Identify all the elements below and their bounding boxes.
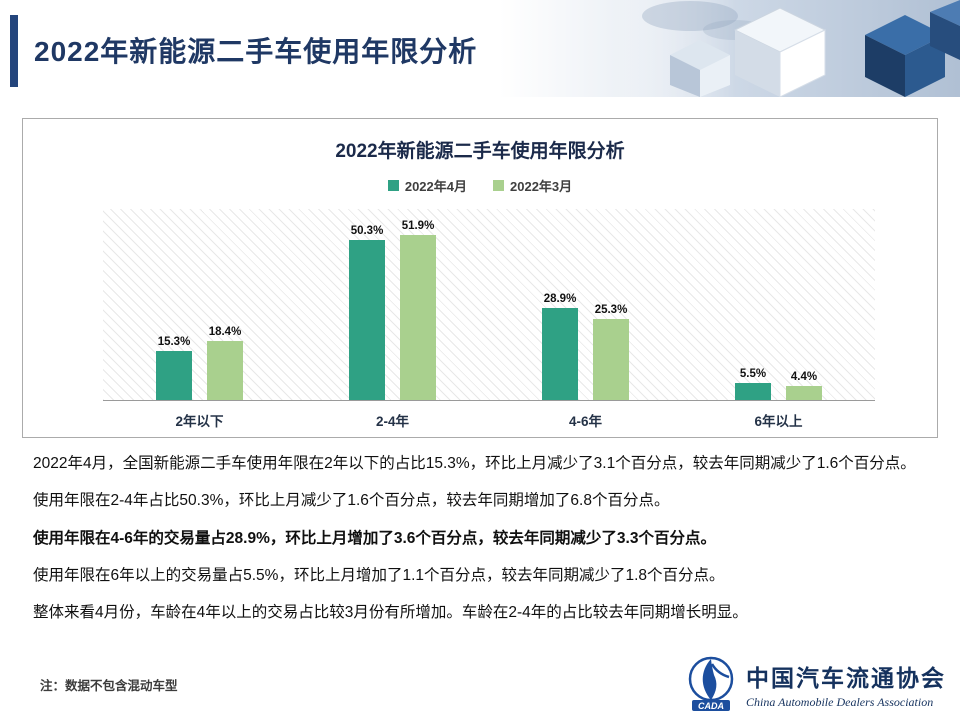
x-axis-labels: 2年以下 2-4年 4-6年 6年以上 xyxy=(103,401,875,430)
bar xyxy=(542,308,578,400)
bar xyxy=(349,239,385,400)
x-axis-label: 6年以上 xyxy=(754,414,803,429)
logo-name-en: China Automobile Dealers Association xyxy=(746,694,934,709)
bar-value-label: 51.9% xyxy=(401,219,435,232)
bar xyxy=(786,386,822,400)
bar-wrap: 4.4% xyxy=(786,209,822,400)
bar-wrap: 28.9% xyxy=(542,209,578,400)
bar-group: 5.5% 4.4% xyxy=(735,209,822,400)
analysis-paragraph: 2022年4月，全国新能源二手车使用年限在2年以下的占比15.3%，环比上月减少… xyxy=(33,455,916,472)
cada-logo-text: 中国汽车流通协会 China Automobile Dealers Associ… xyxy=(746,659,946,710)
logo-name-cn: 中国汽车流通协会 xyxy=(746,665,946,691)
legend-label: 2022年4月 xyxy=(404,179,467,194)
chart-plot-area: 15.3% 18.4% 50.3% 51.9% 28.9% 25.3% 5.5% 4.4% xyxy=(103,209,875,401)
bar xyxy=(593,319,629,400)
bar-group: 15.3% 18.4% xyxy=(156,209,243,400)
bar-wrap: 15.3% xyxy=(156,209,192,400)
header-cubes-art xyxy=(615,0,960,98)
chart-panel: 2022年新能源二手车使用年限分析 2022年4月 2022年3月 15.3% 18… xyxy=(22,118,938,438)
bar xyxy=(735,382,771,400)
cada-logo: CADA 中国汽车流通协会 China Automobile Dealers A… xyxy=(685,656,946,712)
legend-item: 2022年4月 xyxy=(387,176,467,195)
footnote: 注：数据不包含混动车型 xyxy=(40,679,178,693)
chart-legend: 2022年4月 2022年3月 xyxy=(23,176,937,195)
page-title: 2022年新能源二手车使用年限分析 xyxy=(34,36,478,67)
bar-value-label: 15.3% xyxy=(157,336,191,349)
legend-label: 2022年3月 xyxy=(510,179,573,194)
chart-title: 2022年新能源二手车使用年限分析 xyxy=(335,141,625,162)
x-axis-label: 2年以下 xyxy=(175,414,224,429)
analysis-paragraph: 使用年限在6年以上的交易量占5.5%，环比上月增加了1.1个百分点，较去年同期减… xyxy=(33,566,725,584)
bar-wrap: 5.5% xyxy=(735,209,771,400)
bar-value-label: 50.3% xyxy=(350,224,384,237)
legend-swatch xyxy=(493,180,504,191)
analysis-paragraph: 整体来看4月份，车龄在4年以上的交易占比较3月份有所增加。车龄在2-4年的占比较… xyxy=(33,604,748,621)
x-axis-label: 4-6年 xyxy=(568,414,602,429)
bar-value-label: 18.4% xyxy=(208,326,242,339)
bar-group: 50.3% 51.9% xyxy=(349,209,436,400)
bar-wrap: 51.9% xyxy=(400,209,436,400)
x-axis-label: 2-4年 xyxy=(375,414,409,429)
bar-value-label: 4.4% xyxy=(790,371,818,383)
header-accent-bar xyxy=(10,15,18,87)
bar xyxy=(156,351,192,400)
bar-value-label: 25.3% xyxy=(594,304,628,317)
analysis-text: 2022年4月，全国新能源二手车使用年限在2年以下的占比15.3%，环比上月减少… xyxy=(33,452,929,638)
bar-wrap: 25.3% xyxy=(593,209,629,400)
legend-swatch xyxy=(387,180,399,191)
cada-acronym: CADA xyxy=(698,701,724,711)
bar-value-label: 5.5% xyxy=(739,367,767,380)
slide-header: 2022年新能源二手车使用年限分析 xyxy=(0,0,960,98)
bar xyxy=(400,234,436,400)
bar-wrap: 50.3% xyxy=(349,209,385,400)
bar-wrap: 18.4% xyxy=(207,209,243,400)
analysis-paragraph: 使用年限在2-4年占比50.3%，环比上月减少了1.6个百分点，较去年同期增加了… xyxy=(33,492,670,510)
bar xyxy=(207,341,243,400)
legend-item: 2022年3月 xyxy=(493,176,572,195)
bar-group: 28.9% 25.3% xyxy=(542,209,629,400)
cubes-illustration xyxy=(615,0,960,98)
bar-value-label: 28.9% xyxy=(543,293,577,306)
cada-logo-icon: CADA xyxy=(688,656,734,711)
analysis-paragraph: 使用年限在4-6年的交易量占28.9%，环比上月增加了3.6个百分点，较去年同期… xyxy=(33,529,716,547)
